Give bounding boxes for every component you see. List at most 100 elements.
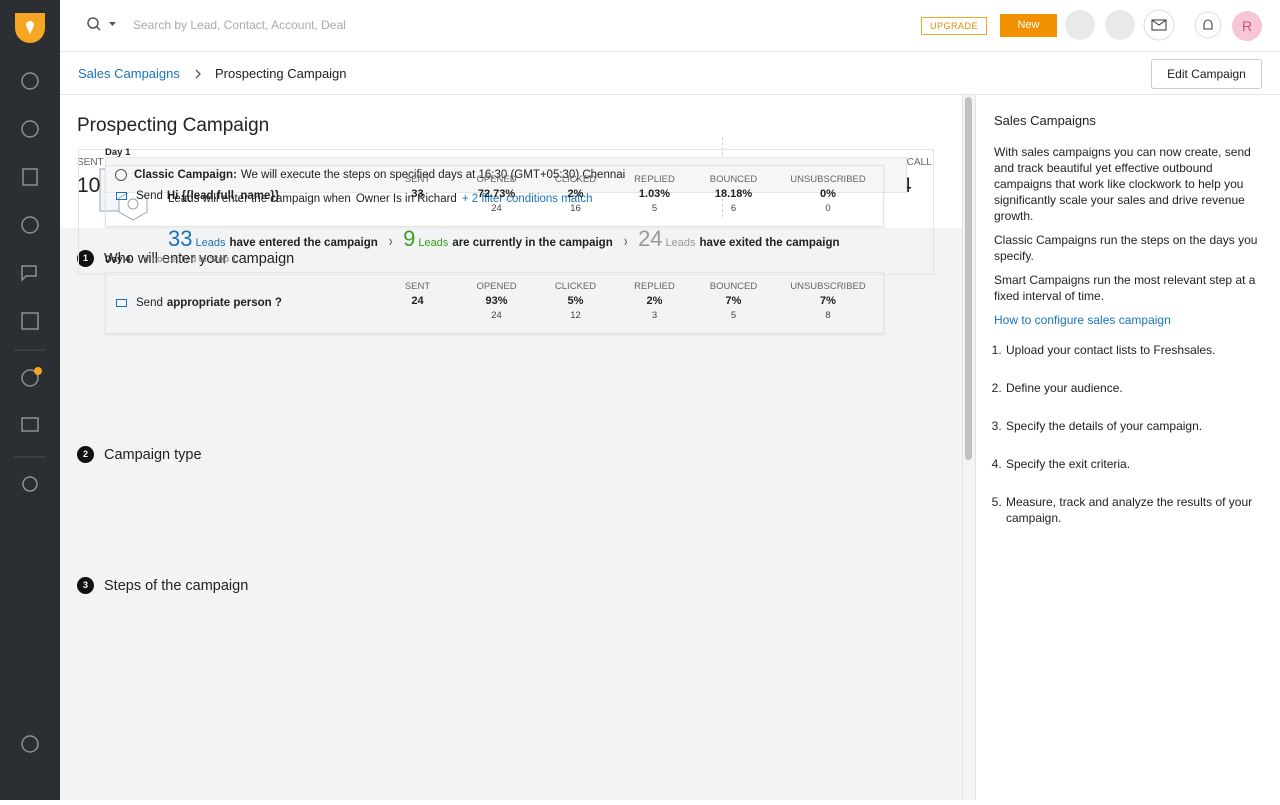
- step-stat-value: 2%: [646, 295, 663, 307]
- step-stat: REPLIED 2% 3: [615, 273, 694, 321]
- funnel-text: have exited the campaign: [699, 237, 840, 249]
- step-stat: REPLIED 1.03% 5: [615, 166, 694, 214]
- condition-prefix: Leads will enter the campaign when: [168, 193, 351, 205]
- step-stat-value: 5%: [567, 295, 584, 307]
- upgrade-button[interactable]: UPGRADE: [921, 17, 988, 35]
- section-header: 3 Steps of the campaign: [60, 559, 962, 594]
- clock-icon: [115, 169, 127, 181]
- step-email: Send appropriate person ?: [106, 297, 378, 309]
- funnel-count: 9: [403, 226, 416, 251]
- side-step: Measure, track and analyze the results o…: [1005, 494, 1264, 526]
- side-step: Specify the exit criteria.: [1005, 456, 1264, 472]
- search-icon[interactable]: [86, 16, 118, 34]
- mail-icon: [116, 192, 127, 200]
- main-content: Prospecting Campaign SENT105OPENED90.43%…: [60, 95, 962, 800]
- step-stat-count: 8: [825, 310, 831, 321]
- step-stat-label: BOUNCED: [709, 281, 758, 292]
- campaign-type-label: Classic Campaign:: [134, 169, 237, 181]
- step-subject: appropriate person ?: [166, 297, 282, 309]
- side-paragraph: With sales campaigns you can now create,…: [994, 145, 1251, 223]
- step-stat-value: 7%: [725, 295, 742, 307]
- section-title: Steps of the campaign: [104, 577, 249, 594]
- funnel-text: are currently in the campaign: [452, 237, 613, 249]
- edit-campaign-button[interactable]: Edit Campaign: [1151, 59, 1262, 89]
- step-stat-value: 18.18%: [714, 188, 753, 200]
- section-header: 2 Campaign type: [60, 428, 962, 463]
- step-stat: SENT 33: [378, 166, 457, 203]
- step-stat-label: SENT: [404, 174, 431, 185]
- step-day-row: Day 4 if not replied to Step 1: [105, 254, 237, 265]
- funnel-count: 33: [168, 226, 193, 251]
- mail-icon: [116, 299, 127, 307]
- side-steps: Upload your contact lists to Freshsales.…: [994, 342, 1264, 526]
- side-paragraph: Smart Campaigns run the most relevant st…: [994, 273, 1256, 303]
- campaign-type-box: Classic Campaign: We will execute the ste…: [105, 157, 907, 193]
- search-input[interactable]: Search by Lead, Contact, Account, Deal: [133, 18, 346, 32]
- section-card: 3 Steps of the campaign Day 1 Send Hi {{lead…: [60, 147, 962, 799]
- step-stat-label: CLICKED: [554, 281, 597, 292]
- section-number: 3: [77, 577, 94, 594]
- condition-link[interactable]: + 2 filter conditions match: [461, 193, 593, 205]
- section-number: 2: [77, 446, 94, 463]
- step-stat-label: SENT: [404, 281, 431, 292]
- breadcrumb-parent[interactable]: Sales Campaigns: [78, 66, 180, 81]
- step-stat: UNSUBSCRIBED 7% 8: [773, 273, 883, 321]
- step-stat: CLICKED 5% 12: [536, 273, 615, 321]
- step-stat-label: UNSUBSCRIBED: [790, 174, 866, 185]
- stat-label: SENT: [77, 157, 104, 168]
- step-stat-count: 16: [570, 203, 581, 214]
- campaign-type-text: We will execute the steps on specified d…: [240, 169, 626, 181]
- step-stat: BOUNCED 18.18% 6: [694, 166, 773, 214]
- step-stat-label: REPLIED: [634, 174, 675, 185]
- side-step: Define your audience.: [1005, 380, 1264, 396]
- step-stat: UNSUBSCRIBED 0% 0: [773, 166, 883, 214]
- funnel: 33 Leads have entered the campaign › 9 Leads a…: [168, 226, 840, 252]
- step-stat-value: 93%: [485, 295, 508, 307]
- step-stat-label: BOUNCED: [709, 174, 758, 185]
- funnel-count: 24: [638, 226, 663, 251]
- funnel-unit: Leads: [195, 237, 226, 249]
- condition-line: Leads will enter the campaign when Owner …: [168, 193, 593, 205]
- sidebar: [0, 0, 60, 800]
- step-stat-count: 12: [570, 310, 581, 321]
- campaign-title: Prospecting Campaign: [77, 115, 270, 136]
- step-stat: OPENED 72.73% 24: [457, 166, 536, 214]
- step-condition: if not replied to Step 1: [144, 254, 237, 265]
- breadcrumb-chevron: [195, 69, 201, 79]
- step-stat-count: 5: [651, 203, 658, 214]
- step-day: Day 4: [105, 254, 131, 265]
- step-stat: OPENED 93% 24: [457, 273, 536, 321]
- step-stat-label: REPLIED: [634, 281, 675, 292]
- step-stat-count: 24: [491, 310, 502, 321]
- funnel-arrow: ›: [388, 233, 393, 250]
- breadcrumb-bar: Sales Campaigns Prospecting Campaign Edi…: [60, 53, 1280, 95]
- side-panel: Sales Campaigns With sales campaigns you…: [975, 95, 1280, 800]
- step-stat-count: 3: [651, 310, 658, 321]
- step-stat-value: 24: [411, 295, 424, 307]
- step-stat-label: UNSUBSCRIBED: [790, 281, 866, 292]
- funnel-unit: Leads: [665, 237, 696, 249]
- step-stat-value: 1.03%: [638, 188, 671, 200]
- side-link[interactable]: How to configure sales campaign: [994, 313, 1171, 327]
- scrollbar[interactable]: [962, 95, 975, 800]
- scroll-thumb[interactable]: [965, 97, 972, 460]
- step-stat-value: 2%: [567, 188, 584, 200]
- top-bar: Search by Lead, Contact, Account, Deal U…: [60, 0, 1280, 52]
- new-button[interactable]: New: [1000, 14, 1057, 37]
- side-step: Upload your contact lists to Freshsales.: [1005, 342, 1264, 358]
- avatar[interactable]: R: [1232, 11, 1262, 41]
- step-stat-count: 24: [491, 203, 502, 214]
- sidebar-icons: [14, 13, 46, 753]
- section-title: Who will enter your campaign: [104, 250, 295, 267]
- step-stat-label: OPENED: [476, 174, 517, 185]
- step-email: Send Hi {{lead.full_name}}: [106, 190, 378, 202]
- section-number: 1: [77, 250, 94, 267]
- step-stat-label: OPENED: [476, 281, 517, 292]
- step-stat-value: 0%: [820, 188, 836, 200]
- step-stat-value: 72.73%: [477, 188, 516, 200]
- funnel-arrow: ›: [623, 233, 627, 250]
- step-action: Send: [136, 297, 163, 309]
- top-icons: [1065, 9, 1222, 41]
- step-day-row: Day 1: [105, 147, 144, 158]
